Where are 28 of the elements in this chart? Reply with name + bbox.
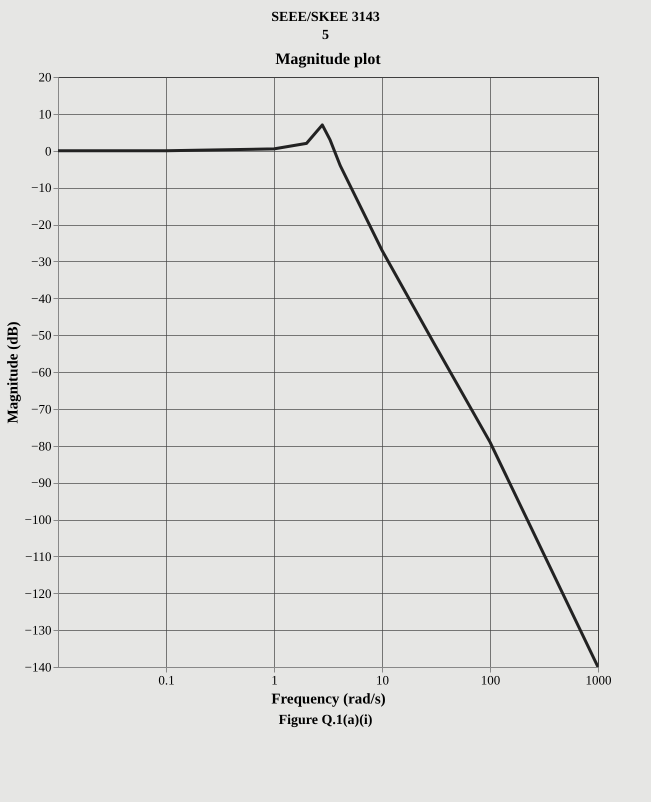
y-tick-label: −70 — [31, 401, 52, 416]
y-tick-label: −40 — [31, 290, 52, 306]
text: SEEE/SKEE 3143 — [270, 10, 381, 26]
y-tick-label: 0 — [45, 143, 52, 158]
x-tick-label: 100 — [480, 672, 500, 688]
y-tick-label: −20 — [31, 217, 52, 232]
y-tick-label: −140 — [24, 660, 52, 674]
x-tick-label: 1 — [271, 672, 278, 688]
y-tick-label: −30 — [31, 254, 52, 269]
text: 5 — [321, 28, 330, 44]
y-tick-label: 20 — [38, 70, 52, 84]
y-tick-label: −80 — [31, 438, 52, 454]
chart-title: Magnitude plot — [275, 51, 382, 68]
y-tick-label: −130 — [24, 622, 52, 638]
x-tick-label: 1000 — [586, 672, 612, 688]
x-tick-label: 0.1 — [158, 672, 175, 688]
y-tick-label: −120 — [24, 586, 52, 601]
y-tick-label: −90 — [31, 475, 52, 490]
y-tick-label: −60 — [31, 364, 52, 380]
x-axis-title: Frequency (rad/s) — [271, 692, 386, 708]
y-tick-label: −110 — [25, 548, 52, 564]
y-tick-label: −50 — [31, 328, 52, 343]
y-tick-label: −10 — [31, 180, 52, 196]
x-tick-label: 10 — [376, 672, 389, 688]
y-tick-label: −100 — [24, 512, 52, 527]
text: Figure Q.1(a)(i) — [278, 713, 374, 729]
y-tick-label: 10 — [38, 106, 52, 122]
y-axis-title: Magnitude (dB) — [6, 321, 22, 424]
